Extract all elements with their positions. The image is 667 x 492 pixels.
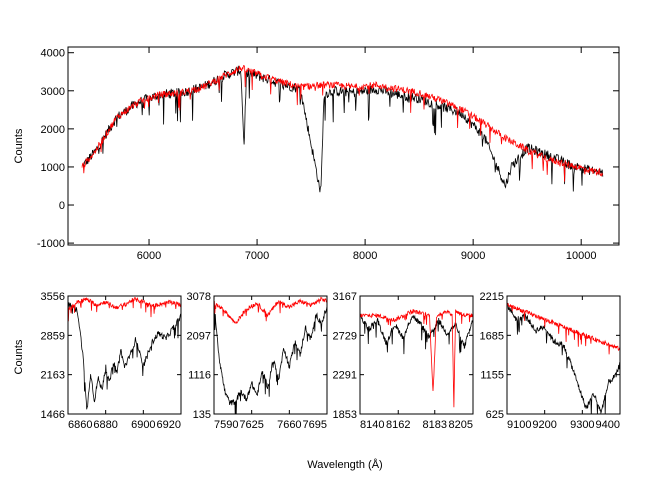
y-tick-label: 2215	[480, 291, 504, 303]
axes-frame	[67, 46, 620, 246]
y-tick-label: 2000	[41, 124, 65, 136]
y-tick-label: 3000	[41, 86, 65, 98]
y-tick-label: -1000	[37, 238, 65, 250]
y-tick-label: 1853	[333, 409, 357, 421]
x-tick-label: 9200	[532, 419, 556, 431]
x-tick-label: 6920	[157, 419, 181, 431]
y-tick-label: 3078	[187, 291, 211, 303]
plot-area	[360, 309, 473, 408]
axes-frame	[67, 295, 182, 415]
x-tick-label: 7625	[239, 419, 263, 431]
series-corrected	[507, 302, 620, 355]
series-corrected	[360, 309, 473, 408]
y-tick-label: 1155	[480, 370, 504, 382]
x-tick-label: 10000	[566, 250, 597, 262]
y-tick-label: 135	[193, 409, 211, 421]
series-observed	[68, 302, 181, 410]
y-tick-label: 1000	[41, 162, 65, 174]
y-axis-label: Counts	[13, 128, 25, 163]
panel-zoom-1: 6860 6880 6900 6920 1466 2163 2859 3556	[41, 291, 182, 431]
y-tick-label: 3556	[41, 291, 65, 303]
panel-zoom-2: 7590 7625 7660 7695 135 1116 2097 3078	[187, 291, 328, 431]
x-tick-label: 8183	[423, 419, 447, 431]
y-tick-label: 625	[486, 409, 504, 421]
bottom-ylabel: Counts	[13, 339, 25, 374]
x-tick-label: 6880	[93, 419, 117, 431]
panel-zoom-3: 8140 8162 8183 8205 1853 2291 2729 3167	[333, 291, 474, 431]
series-observed	[360, 313, 473, 355]
series-corrected	[81, 65, 604, 182]
panels: 6000 7000 8000 9000 10000 -1000 0 1000 2000 3000 4…	[13, 46, 621, 431]
y-tick-label: 0	[59, 200, 65, 212]
y-tick-label: 2097	[187, 330, 211, 342]
axes-frame	[213, 295, 328, 415]
series-observed	[214, 304, 327, 414]
axes-frame	[506, 295, 621, 415]
series-corrected	[68, 296, 181, 322]
y-tick-label: 1116	[188, 370, 211, 382]
x-tick-label: 6000	[137, 250, 161, 262]
series-observed	[81, 65, 604, 193]
y-tick-label: 1685	[480, 330, 504, 342]
x-tick-label: 9300	[570, 419, 594, 431]
plot-area	[507, 302, 620, 414]
panel-zoom-4: 9100 9200 9300 9400 625 1155 1685 2215	[480, 291, 621, 431]
x-tick-label: 7590	[214, 419, 238, 431]
x-tick-label: 7695	[303, 419, 327, 431]
x-tick-label: 8140	[360, 419, 384, 431]
x-tick-label: 8000	[353, 250, 377, 262]
bottom-xlabel: Wavelength (Å)	[307, 458, 382, 471]
plot-area	[214, 296, 327, 414]
x-tick-label: 8205	[449, 419, 473, 431]
panel-main: 6000 7000 8000 9000 10000 -1000 0 1000 2000 3000 4…	[13, 46, 620, 262]
plot-area	[68, 296, 181, 410]
x-tick-label: 6860	[68, 419, 92, 431]
x-tick-label: 9400	[596, 419, 620, 431]
x-tick-label: 7660	[277, 419, 301, 431]
y-tick-label: 2859	[41, 330, 65, 342]
x-tick-label: 8162	[386, 419, 410, 431]
x-tick-label: 6900	[131, 419, 155, 431]
axes-frame	[359, 295, 474, 415]
y-tick-label: 1466	[41, 409, 65, 421]
x-tick-label: 7000	[245, 250, 269, 262]
y-tick-label: 4000	[41, 48, 65, 60]
y-tick-label: 2163	[41, 370, 65, 382]
series-observed	[507, 302, 620, 414]
y-tick-label: 3167	[333, 291, 357, 303]
plot-area	[81, 65, 604, 193]
x-tick-label: 9100	[507, 419, 531, 431]
y-tick-label: 2291	[333, 370, 357, 382]
x-tick-label: 9000	[461, 250, 485, 262]
series-corrected	[214, 296, 327, 324]
y-tick-label: 2729	[333, 330, 357, 342]
